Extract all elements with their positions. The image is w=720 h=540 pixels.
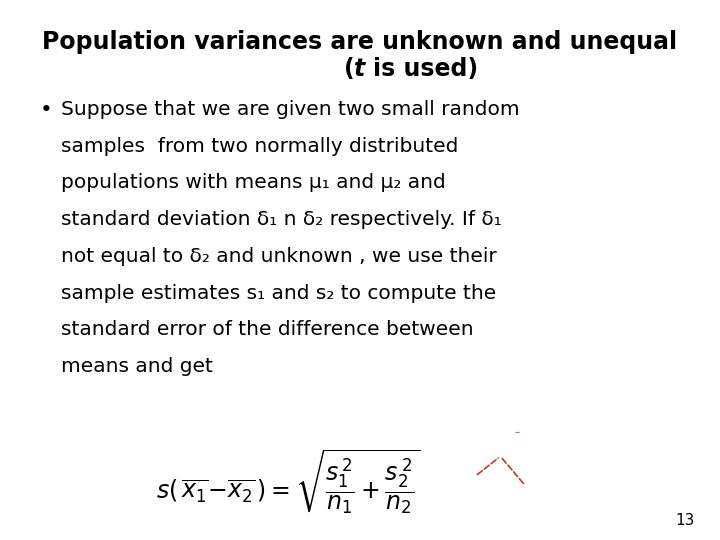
Text: samples  from two normally distributed: samples from two normally distributed [61,137,459,156]
Text: is used): is used) [360,57,478,80]
Text: means and get: means and get [61,357,213,376]
Text: $s(\,\overline{x_{\mathregular{1}}}\!-\!\overline{x_{\mathregular{2}}}\,)=\sqrt{: $s(\,\overline{x_{\mathregular{1}}}\!-\!… [156,448,420,516]
Text: •: • [40,100,53,120]
Text: standard deviation δ₁ n δ₂ respectively. If δ₁: standard deviation δ₁ n δ₂ respectively.… [61,210,502,229]
Text: t: t [354,57,366,80]
Text: 13: 13 [675,513,695,528]
Text: Suppose that we are given two small random: Suppose that we are given two small rand… [61,100,520,119]
Text: (: ( [344,57,360,80]
Text: –: – [514,427,520,437]
Text: Population variances are unknown and unequal: Population variances are unknown and une… [42,30,678,53]
Text: standard error of the difference between: standard error of the difference between [61,320,474,339]
Text: sample estimates s₁ and s₂ to compute the: sample estimates s₁ and s₂ to compute th… [61,284,497,302]
Text: not equal to δ₂ and unknown , we use their: not equal to δ₂ and unknown , we use the… [61,247,497,266]
Text: populations with means μ₁ and μ₂ and: populations with means μ₁ and μ₂ and [61,173,446,192]
